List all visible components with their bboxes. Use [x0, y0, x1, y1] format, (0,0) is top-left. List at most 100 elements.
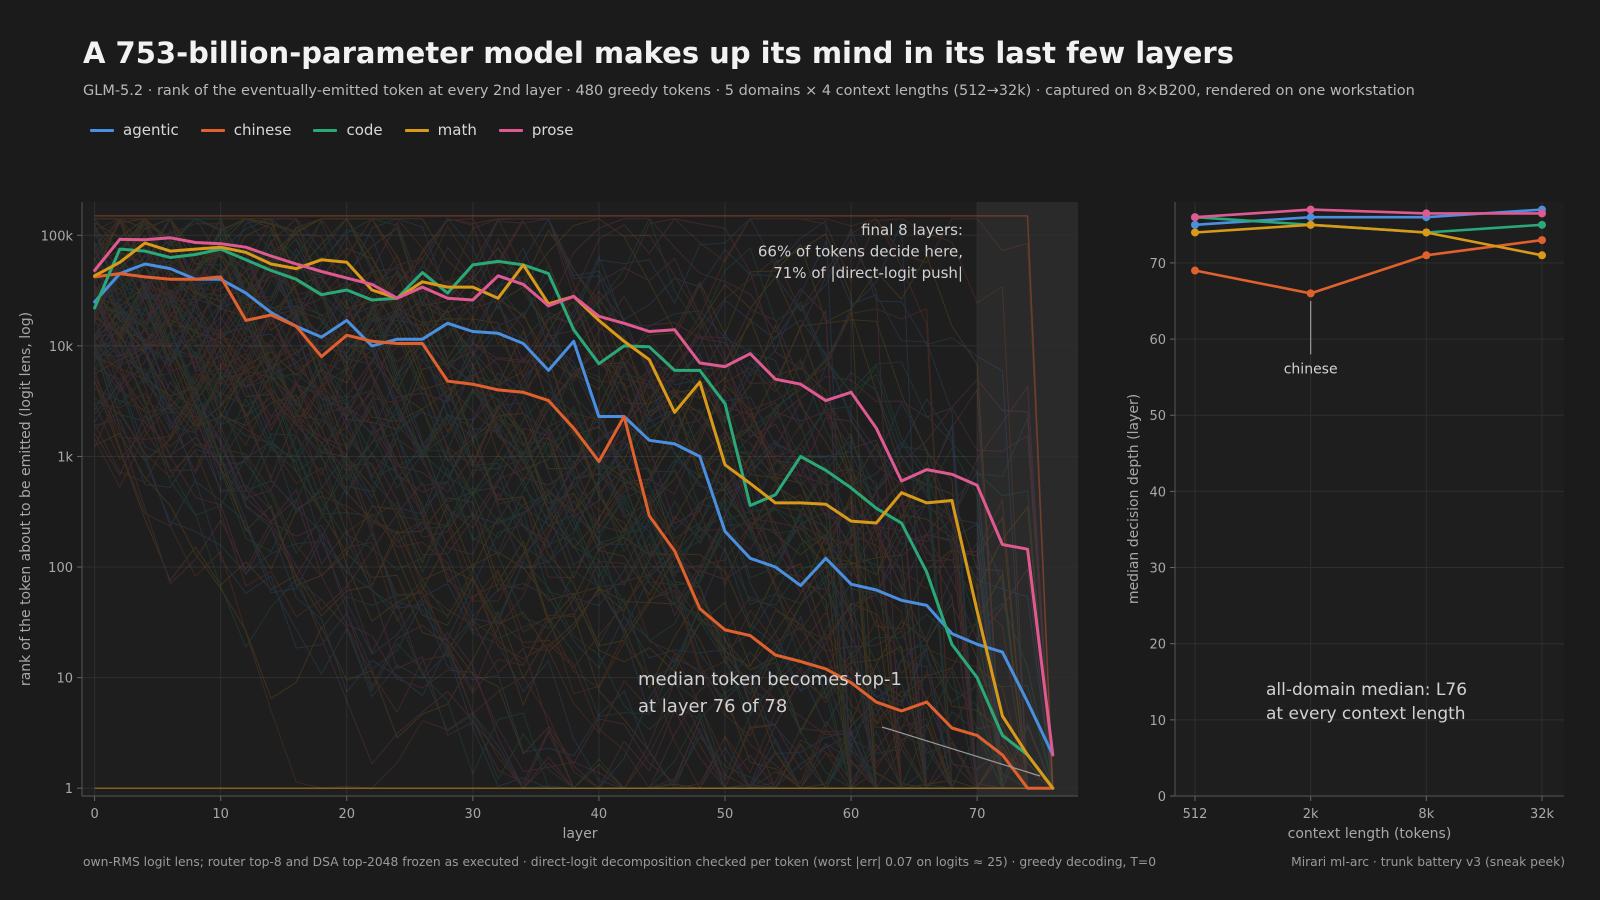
- side-point-prose: [1538, 209, 1546, 218]
- side-y-tick-label: 20: [1149, 638, 1166, 653]
- token-trace: [94, 218, 1053, 789]
- side-point-chinese: [1538, 236, 1546, 245]
- side-series-line-math: [1194, 223, 1543, 257]
- token-trace: [94, 271, 1054, 789]
- token-trace: [94, 228, 1053, 789]
- token-trace: [94, 269, 1053, 789]
- side-y-tick-label: 50: [1149, 409, 1166, 424]
- y-tick-label: 1k: [57, 450, 73, 465]
- side-median-note: all-domain median: L76: [1266, 680, 1467, 700]
- token-trace: [94, 307, 1054, 789]
- token-trace: [94, 218, 1053, 789]
- footer-note: own-RMS logit lens; router top-8 and DSA…: [83, 855, 1157, 869]
- token-trace: [94, 325, 1054, 789]
- legend-label-math: math: [437, 121, 477, 139]
- chart-subtitle: GLM-5.2 · rank of the eventually-emitted…: [83, 83, 1415, 99]
- token-trace: [94, 217, 1053, 789]
- token-trace: [94, 332, 1053, 789]
- annotation-median: median token becomes top-1: [638, 669, 902, 690]
- token-trace: [94, 243, 1053, 789]
- token-trace: [94, 275, 1053, 789]
- y-tick-label: 10k: [49, 340, 74, 355]
- legend-label-prose: prose: [531, 121, 574, 139]
- token-trace: [94, 276, 1053, 789]
- side-y-tick-label: 10: [1149, 714, 1166, 729]
- side-series-line-prose: [1194, 208, 1542, 219]
- legend-item-agentic: agentic: [90, 121, 179, 139]
- token-trace: [94, 218, 1053, 789]
- side-y-tick-label: 40: [1149, 485, 1166, 500]
- legend-swatch-prose: [498, 128, 523, 132]
- legend-item-math: math: [404, 121, 477, 139]
- x-tick-label: 0: [90, 807, 98, 822]
- legend-label-chinese: chinese: [233, 121, 292, 139]
- side-point-math: [1422, 228, 1431, 237]
- final-layers-band: [977, 202, 1078, 796]
- token-trace: [94, 218, 1053, 789]
- token-trace: [94, 275, 1053, 789]
- x-tick-label: 10: [212, 807, 229, 822]
- annotation-arrow: [881, 726, 1041, 777]
- token-trace: [94, 355, 1053, 789]
- token-trace: [94, 218, 1053, 789]
- token-trace: [94, 217, 1053, 789]
- annotation-final-layers: final 8 layers:: [861, 221, 963, 239]
- side-point-math: [1191, 228, 1199, 237]
- token-trace: [94, 281, 1053, 789]
- token-trace: [94, 287, 1053, 789]
- side-point-chinese: [1191, 266, 1199, 275]
- token-trace: [94, 347, 1053, 789]
- legend-swatch-math: [404, 128, 429, 132]
- token-trace: [94, 218, 1053, 789]
- token-trace: [94, 229, 1053, 789]
- side-point-math: [1306, 220, 1315, 229]
- token-trace: [94, 290, 1053, 790]
- token-trace: [94, 344, 1053, 789]
- token-trace: [94, 265, 1054, 789]
- x-tick-label: 30: [465, 807, 482, 822]
- y-tick-label: 100k: [41, 229, 74, 244]
- token-trace: [94, 247, 1053, 789]
- token-trace: [94, 218, 1053, 789]
- token-trace: [94, 248, 1053, 789]
- side-y-tick-label: 30: [1149, 562, 1166, 577]
- token-trace: [94, 218, 1053, 789]
- x-axis-label: layer: [562, 826, 597, 842]
- token-trace: [94, 343, 1053, 789]
- side-point-chinese: [1306, 289, 1315, 298]
- token-trace: [94, 262, 1053, 789]
- side-y-tick-label: 70: [1149, 257, 1166, 272]
- y-axis-label: rank of the token about to be emitted (l…: [18, 312, 34, 686]
- side-plot-area: [1175, 202, 1564, 796]
- token-trace: [94, 246, 1054, 789]
- token-trace: [94, 222, 1053, 789]
- token-trace: [94, 374, 1053, 789]
- token-trace: [94, 217, 1053, 789]
- legend-item-code: code: [313, 121, 383, 139]
- annotation-median: at layer 76 of 78: [638, 696, 787, 717]
- legend-swatch-chinese: [200, 128, 225, 132]
- token-trace: [94, 330, 1053, 789]
- token-trace: [94, 235, 1053, 789]
- token-trace: [94, 311, 1053, 789]
- series-line-chinese: [93, 272, 1055, 790]
- x-tick-label: 70: [969, 807, 986, 822]
- side-point-math: [1538, 251, 1546, 260]
- token-trace: [94, 311, 1053, 789]
- token-trace: [94, 220, 1053, 789]
- side-x-tick-label: 2k: [1303, 807, 1319, 822]
- side-point-agentic: [1306, 213, 1315, 222]
- side-x-axis-label: context length (tokens): [1288, 826, 1452, 842]
- token-trace: [94, 218, 1053, 789]
- side-point-agentic: [1191, 220, 1199, 229]
- token-trace: [94, 217, 1053, 789]
- legend-item-prose: prose: [498, 121, 574, 139]
- side-series-line-chinese: [1194, 238, 1543, 295]
- y-tick-label: 1: [65, 782, 73, 797]
- token-trace: [94, 277, 1053, 789]
- y-tick-label: 10: [56, 672, 73, 687]
- side-point-prose: [1191, 213, 1199, 222]
- series-line-prose: [93, 236, 1055, 757]
- legend-item-chinese: chinese: [200, 121, 292, 139]
